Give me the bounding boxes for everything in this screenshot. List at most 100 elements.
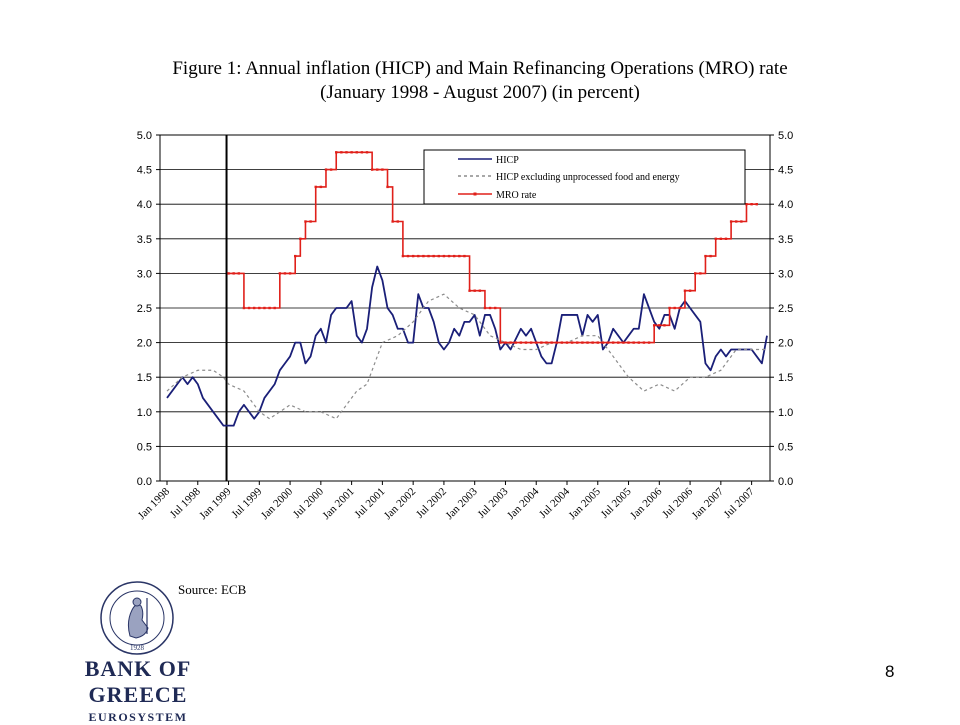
- legend-label: HICP: [496, 155, 519, 166]
- mro-point: [745, 203, 748, 206]
- ytick-label-left: 0.0: [137, 476, 152, 488]
- mro-point: [560, 341, 564, 344]
- bank-seal-logo: 1928: [100, 581, 174, 655]
- mro-point: [324, 168, 328, 171]
- inflation-chart: 0.0 0.5 1.0 1.5 2.0 2.5 3.0 3.5 4.0 4.5 5.0 0.0 0.5…: [136, 130, 794, 522]
- mro-point: [335, 151, 338, 154]
- mro-point: [391, 220, 394, 223]
- mro-point: [340, 151, 343, 154]
- mro-point: [652, 324, 656, 327]
- mro-point: [258, 306, 261, 310]
- mro-point: [386, 185, 389, 189]
- mro-point: [473, 289, 476, 292]
- mro-point: [514, 341, 517, 344]
- ytick-label-right: 4.0: [778, 199, 793, 211]
- chart-subtitle: (January 1998 - August 2007) (in percent…: [320, 82, 640, 103]
- mro-point: [755, 203, 758, 206]
- seal-year: 1928: [130, 644, 145, 652]
- mro-point: [437, 254, 440, 258]
- mro-point: [704, 254, 707, 258]
- mro-point: [488, 306, 492, 310]
- ytick-label-left: 5.0: [137, 130, 152, 142]
- mro-point: [458, 254, 461, 258]
- xtick-label: Jul 2007: [722, 485, 757, 520]
- series-line-mro-rate: [228, 151, 757, 344]
- series-line-hicp-core: [166, 293, 767, 420]
- xtick-label: Jul 2001: [352, 486, 387, 521]
- mro-point: [719, 237, 723, 240]
- bank-name: BANK OF GREECE: [84, 656, 192, 707]
- mro-point: [586, 341, 589, 344]
- mro-point: [319, 185, 323, 189]
- xtick-label: Jan 2001: [320, 486, 356, 522]
- ytick-label-right: 1.0: [778, 407, 793, 419]
- mro-point: [376, 168, 379, 171]
- mro-point: [627, 341, 630, 344]
- mro-point: [550, 341, 553, 344]
- mro-point: [545, 341, 548, 344]
- mro-point: [309, 220, 312, 223]
- mro-point: [642, 341, 646, 344]
- ytick-label-left: 4.0: [137, 199, 152, 211]
- mro-point: [709, 254, 712, 258]
- mro-point: [504, 341, 507, 344]
- mro-point: [299, 237, 302, 240]
- mro-point: [252, 306, 256, 310]
- ytick-label-right: 4.5: [778, 165, 793, 177]
- mro-point: [740, 220, 743, 223]
- mro-point: [694, 272, 697, 275]
- mro-point: [401, 254, 405, 258]
- mro-point: [606, 341, 610, 344]
- mro-point: [406, 254, 410, 258]
- mro-point: [729, 220, 733, 223]
- mro-point: [268, 306, 271, 310]
- mro-point: [596, 341, 599, 344]
- mro-point: [519, 341, 523, 344]
- mro-point: [663, 324, 666, 327]
- mro-point: [283, 272, 287, 275]
- ytick-label-left: 1.5: [137, 372, 152, 384]
- legend: HICP HICP excluding unprocessed food and …: [423, 149, 746, 205]
- mro-point: [288, 272, 292, 275]
- y-axis-left: 0.0 0.5 1.0 1.5 2.0 2.5 3.0 3.5 4.0 4.5 5.0: [137, 130, 160, 488]
- ytick-label-right: 0.0: [778, 476, 793, 488]
- mro-point: [750, 203, 753, 206]
- mro-point: [360, 151, 364, 154]
- mro-point: [227, 272, 230, 275]
- mro-point: [714, 237, 717, 240]
- xtick-label: Jul 2002: [414, 486, 449, 521]
- xtick-label: Jan 2007: [690, 485, 727, 522]
- mro-point: [483, 306, 487, 310]
- mro-point: [273, 306, 276, 310]
- mro-point: [632, 341, 635, 344]
- xtick-label: Jan 2000: [259, 485, 296, 522]
- ytick-label-right: 1.5: [778, 372, 793, 384]
- mro-point: [683, 289, 687, 292]
- mro-point: [735, 220, 738, 223]
- y-axis-right: 0.0 0.5 1.0 1.5 2.0 2.5 3.0 3.5 4.0 4.5 5.0: [770, 130, 793, 488]
- xtick-label: Jan 2002: [382, 486, 418, 522]
- legend-label: HICP excluding unprocessed food and ener…: [496, 172, 680, 183]
- mro-point: [242, 306, 246, 310]
- mro-point: [565, 341, 569, 344]
- mro-point: [442, 254, 446, 258]
- mro-point: [345, 151, 348, 154]
- xtick-label: Jan 1998: [136, 485, 173, 522]
- mro-point: [278, 272, 282, 275]
- mro-point: [350, 151, 353, 154]
- mro-point: [658, 324, 661, 327]
- mro-point: [237, 272, 240, 275]
- mro-point: [314, 185, 317, 189]
- mro-point: [411, 254, 415, 258]
- mro-point: [422, 254, 425, 258]
- bank-branding: BANK OF GREECE EUROSYSTEM: [38, 656, 238, 725]
- ytick-label-right: 3.0: [778, 268, 793, 280]
- mro-point: [601, 341, 605, 344]
- ytick-label-right: 2.5: [778, 303, 793, 315]
- xtick-label: Jan 1999: [197, 485, 234, 522]
- series-line-hicp: [166, 265, 768, 427]
- mro-point: [678, 306, 682, 310]
- ytick-label-right: 5.0: [778, 130, 793, 142]
- mro-point: [355, 151, 358, 154]
